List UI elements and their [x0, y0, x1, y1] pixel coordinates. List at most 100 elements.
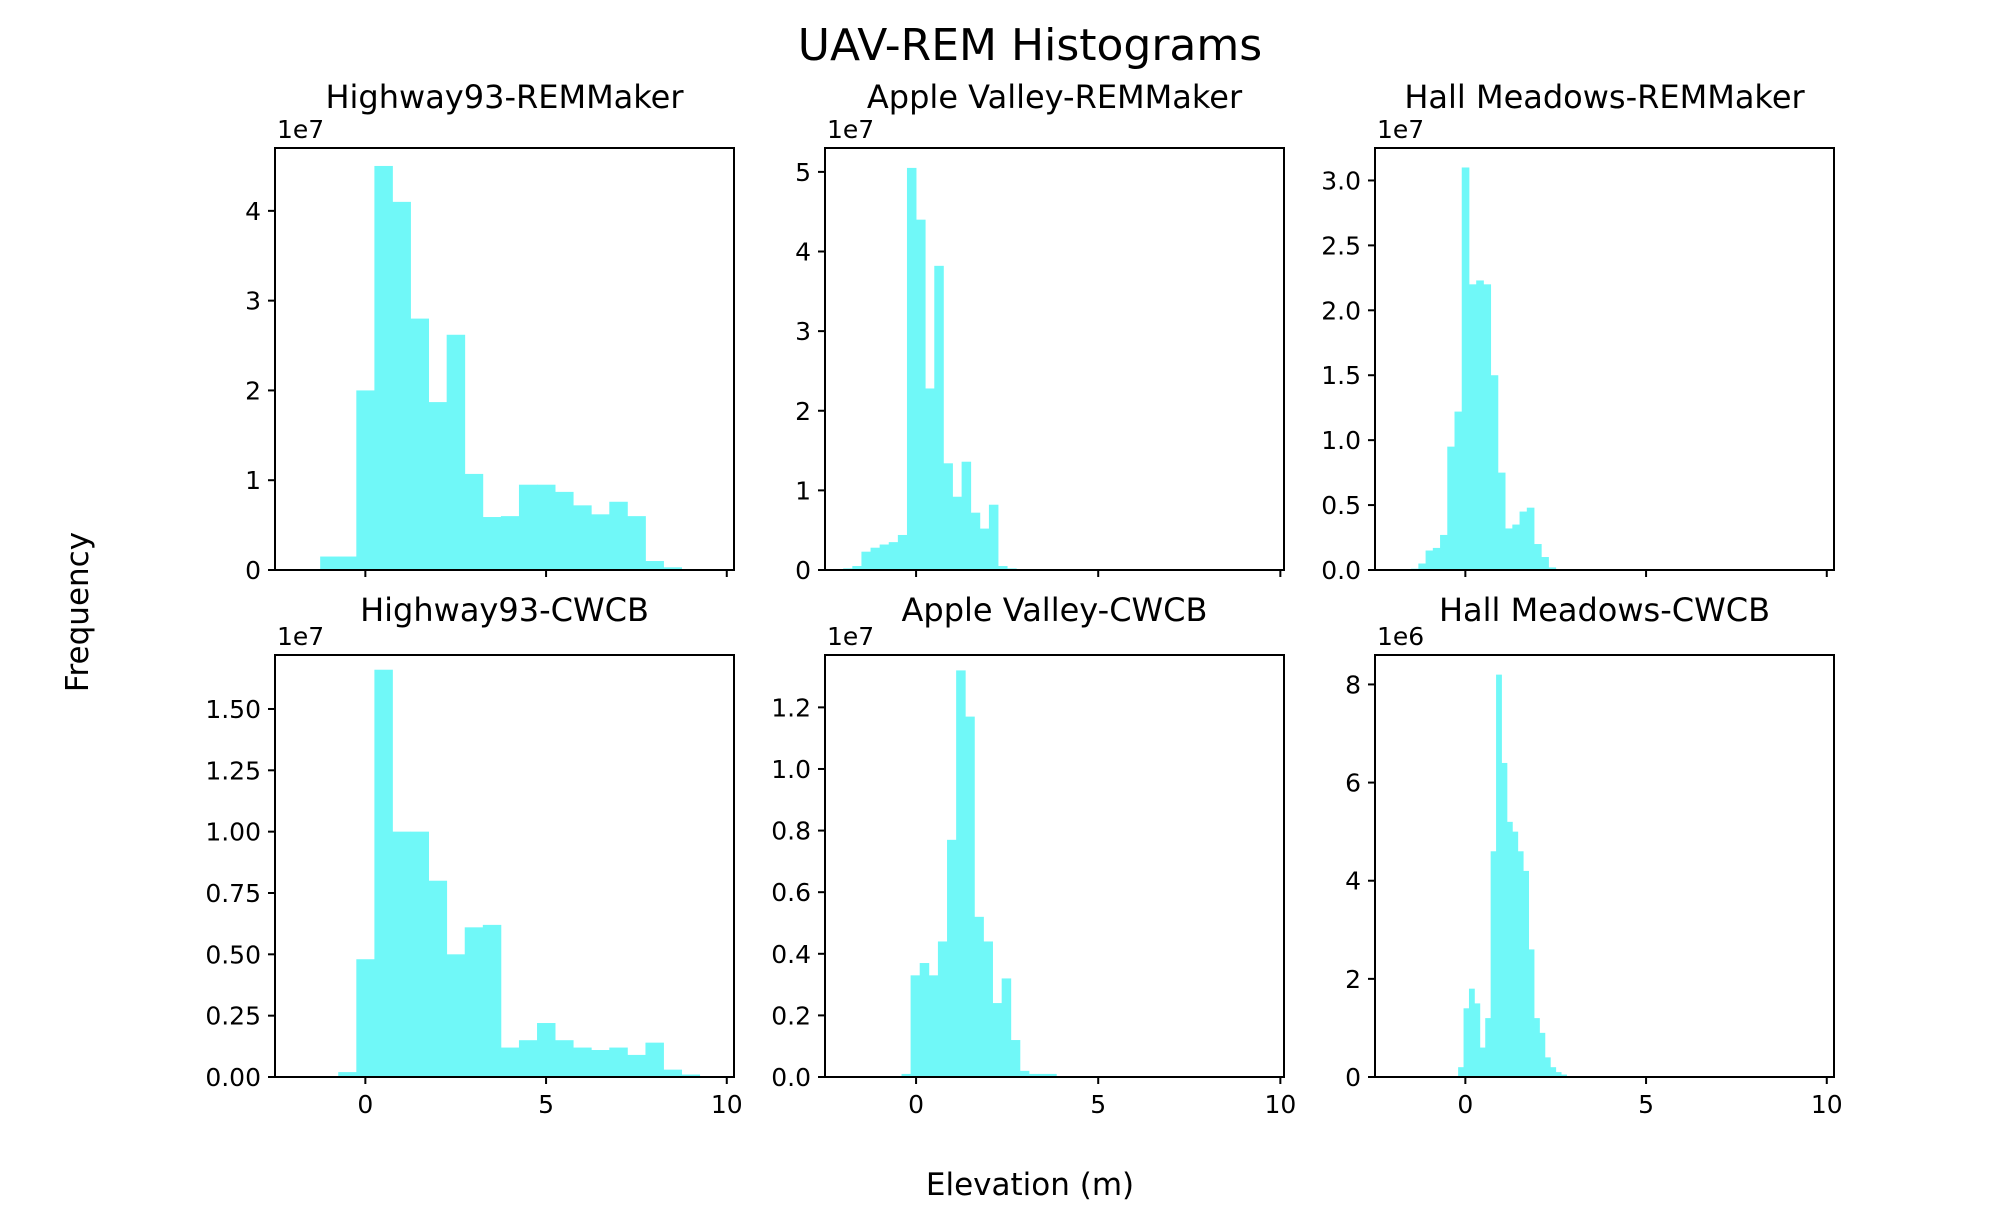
subplot-4: 0 5 10 0.00 0.25 0.50 0.75 1.00 1.25 1.50 1e7 Highw…	[205, 591, 742, 1119]
y-tick-label: 1	[245, 466, 261, 495]
histogram-bar	[1474, 1003, 1481, 1077]
y-tick-label: 0.00	[205, 1063, 261, 1092]
histogram-bar	[928, 975, 939, 1077]
x-tick-label: 10	[711, 1090, 743, 1119]
histogram-bar	[609, 501, 628, 570]
histogram-bar	[1425, 550, 1434, 570]
histogram-bar	[627, 1054, 646, 1077]
histogram-bar	[988, 504, 999, 570]
figure-title: UAV-REM Histograms	[798, 20, 1262, 71]
histogram-bar	[1001, 978, 1012, 1077]
histogram-bar	[1490, 851, 1497, 1077]
x-tick-label: 5	[1090, 1090, 1106, 1119]
histogram-bar	[1523, 870, 1530, 1077]
histogram-bar	[1458, 1067, 1464, 1077]
y-tick-label: 8	[1345, 670, 1361, 699]
histogram-bar	[1528, 949, 1535, 1077]
y-tick-label: 5	[795, 158, 811, 187]
histogram-bar	[1019, 1070, 1030, 1077]
histogram-bar	[482, 924, 502, 1077]
histogram-bar	[901, 1073, 912, 1077]
y-tick-label: 1	[795, 476, 811, 505]
histogram-bar	[974, 916, 984, 1077]
histogram-bar	[1561, 1074, 1567, 1077]
histogram-bar	[934, 265, 944, 570]
axes-frame	[1374, 654, 1835, 1078]
y-offset-label: 1e7	[827, 115, 874, 144]
histogram-bar	[992, 1003, 1003, 1077]
histogram-bar	[446, 334, 466, 570]
y-tick-label: 0.0	[771, 1063, 811, 1092]
y-tick-label: 0.25	[205, 1002, 261, 1031]
histogram-bar	[555, 1040, 574, 1077]
histogram-bar	[410, 318, 430, 570]
axes-frame	[274, 654, 735, 1078]
histogram-bar	[681, 1074, 701, 1077]
subplot-5: 0 5 10 0.0 0.2 0.4 0.6 0.8 1.0 1.2 1e7 Apple Valley…	[771, 591, 1296, 1119]
histogram-bar	[338, 556, 357, 570]
y-offset-label: 1e7	[827, 622, 874, 651]
histogram-bar	[1038, 1073, 1048, 1077]
y-offset-label: 1e6	[1377, 622, 1424, 651]
y-tick-label: 0	[795, 556, 811, 585]
y-tick-label: 2	[1345, 965, 1361, 994]
histogram-bar	[1534, 544, 1542, 570]
y-tick-label: 0.6	[771, 878, 811, 907]
y-tick-label: 1.2	[771, 693, 811, 722]
y-offset-label: 1e7	[1377, 115, 1424, 144]
histogram-bar	[947, 839, 957, 1077]
histogram-bar	[446, 954, 466, 1077]
histogram-bar	[1447, 446, 1455, 570]
y-tick-label: 1.00	[205, 818, 261, 847]
histogram-bar	[952, 496, 963, 570]
histogram-bar	[870, 547, 881, 570]
y-tick-label: 0.4	[771, 940, 811, 969]
axes-frame	[274, 147, 735, 571]
subplot-title: Hall Meadows-CWCB	[1439, 591, 1770, 629]
y-tick-label: 2	[795, 397, 811, 426]
subplot-title: Hall Meadows-REMMaker	[1404, 78, 1805, 116]
y-tick-label: 2.5	[1321, 231, 1361, 260]
axes-frame	[1374, 147, 1835, 571]
histogram-bar	[965, 716, 975, 1077]
y-offset-label: 1e7	[277, 622, 324, 651]
histogram-bar	[897, 534, 908, 570]
histogram-bar	[1418, 563, 1426, 570]
y-tick-label: 1.0	[771, 755, 811, 784]
histogram-bar	[1461, 167, 1470, 570]
y-tick-label: 3	[245, 287, 261, 316]
subplot-title: Apple Valley-REMMaker	[867, 78, 1243, 116]
y-offset-label: 1e7	[277, 115, 324, 144]
histogram-bar	[1463, 1008, 1470, 1077]
histogram-bar	[1541, 557, 1549, 570]
subplots: 012341e7Highway93-REMMaker0123451e7Apple…	[205, 78, 1842, 1119]
histogram-bar	[1526, 507, 1535, 570]
y-tick-label: 2	[245, 376, 261, 405]
histogram-bar	[374, 165, 393, 570]
histogram-bar	[961, 461, 972, 570]
x-tick-label: 5	[538, 1090, 554, 1119]
histogram-bar	[919, 963, 930, 1077]
histogram-bar	[537, 1023, 556, 1077]
histogram-bar	[1468, 988, 1475, 1077]
histogram-bar	[410, 831, 430, 1077]
histogram-bar	[1550, 1067, 1557, 1077]
histogram-bar	[970, 512, 981, 570]
histogram-bar	[518, 1040, 538, 1077]
histogram-bar	[937, 941, 948, 1077]
histogram-bar	[1485, 1018, 1492, 1077]
histogram-bar	[910, 975, 921, 1077]
histogram-bar	[956, 670, 966, 1077]
y-tick-label: 0	[1345, 1063, 1361, 1092]
histogram-bar	[392, 831, 411, 1077]
histogram-bar	[518, 484, 538, 570]
histogram-bar	[1497, 472, 1506, 570]
histogram-bar	[464, 473, 484, 570]
histogram-bar	[1548, 567, 1557, 570]
histogram-bar	[573, 505, 592, 570]
histogram-bar	[591, 1050, 610, 1077]
histogram-bar	[1479, 1047, 1486, 1077]
